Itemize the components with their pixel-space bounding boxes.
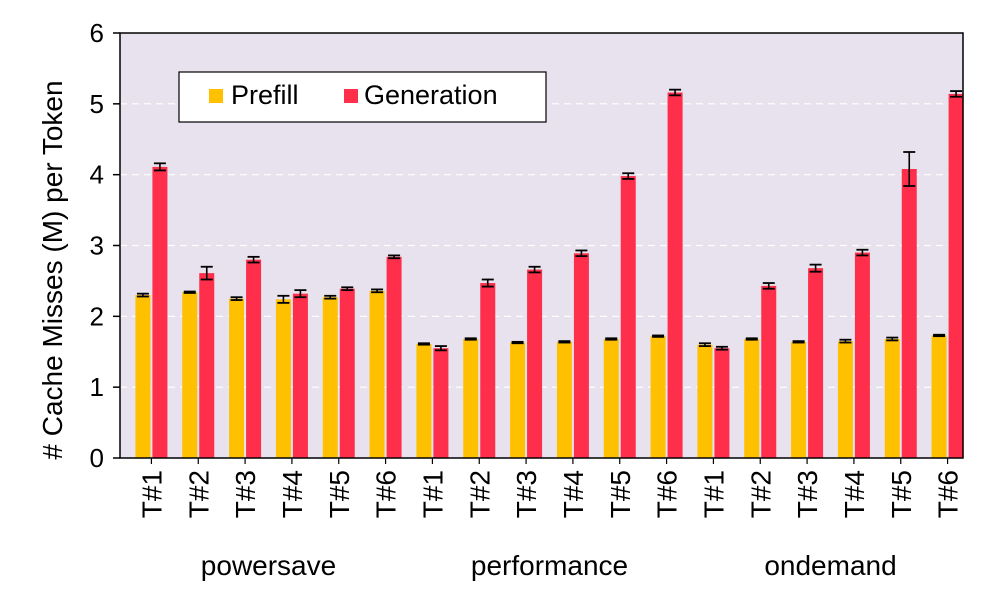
x-tick-label: T#5: [886, 470, 917, 518]
bar-prefill: [650, 336, 666, 458]
bar-generation: [339, 288, 355, 458]
bar-prefill: [510, 342, 526, 458]
bar-generation: [480, 283, 496, 458]
bar-generation: [246, 259, 262, 458]
bar-prefill: [182, 292, 198, 458]
x-tick-label: T#4: [558, 470, 589, 518]
x-tick-label: T#3: [511, 470, 542, 518]
legend-swatch-generation: [344, 89, 358, 103]
bar-generation: [714, 348, 730, 458]
x-tick-label: T#5: [605, 470, 636, 518]
bar-prefill: [884, 339, 900, 458]
y-tick-label: 6: [90, 18, 104, 48]
x-tick-label: T#3: [230, 470, 261, 518]
group-label-performance: performance: [471, 550, 628, 581]
legend-label-generation: Generation: [364, 80, 498, 110]
group-label-powersave: powersave: [201, 550, 336, 581]
x-tick-label: T#2: [464, 470, 495, 518]
y-axis: 0 1 2 3 4 5 6: [90, 18, 120, 473]
bar-generation: [761, 285, 777, 458]
bar-prefill: [603, 339, 619, 458]
bar-prefill: [229, 298, 245, 458]
y-tick-label: 2: [90, 301, 104, 331]
bar-generation: [620, 176, 636, 459]
bar-prefill: [463, 339, 479, 458]
bar-generation: [901, 169, 917, 458]
x-tick-label: T#1: [698, 470, 729, 518]
bar-prefill: [275, 299, 291, 458]
x-tick-label: T#4: [277, 470, 308, 518]
x-tick-label: T#6: [371, 470, 402, 518]
bar-prefill: [416, 343, 432, 458]
x-tick-label: T#3: [792, 470, 823, 518]
bar-generation: [527, 269, 543, 458]
x-tick-label: T#6: [933, 470, 964, 518]
error-bars: [136, 88, 963, 352]
bar-prefill: [322, 297, 338, 458]
bar-prefill: [697, 344, 713, 458]
bar-prefill: [837, 341, 853, 458]
x-tick-label: T#2: [183, 470, 214, 518]
y-tick-label: 1: [90, 372, 104, 402]
y-tick-label: 0: [90, 443, 104, 473]
bar-prefill: [135, 295, 151, 458]
y-tick-label: 5: [90, 89, 104, 119]
x-tick-label: T#1: [136, 470, 167, 518]
bar-prefill: [931, 335, 947, 458]
bar-generation: [948, 93, 964, 459]
bar-prefill: [791, 341, 807, 458]
legend-swatch-prefill: [209, 89, 223, 103]
group-label-ondemand: ondemand: [764, 550, 896, 581]
x-tick-label: T#5: [324, 470, 355, 518]
bar-generation: [152, 166, 168, 458]
x-tick-label: T#6: [652, 470, 683, 518]
bar-generation: [433, 348, 449, 458]
bar-generation: [199, 273, 215, 458]
bar-generation: [667, 92, 683, 458]
bar-prefill: [556, 341, 572, 458]
x-tick-label: T#4: [839, 470, 870, 518]
bar-generation: [292, 293, 308, 458]
x-tick-label: T#1: [417, 470, 448, 518]
bar-generation: [854, 252, 870, 458]
legend-label-prefill: Prefill: [231, 80, 299, 110]
bar-prefill: [369, 290, 385, 458]
y-axis-label: # Cache Misses (M) per Token: [37, 80, 68, 459]
legend: Prefill Generation: [178, 71, 547, 123]
x-tick-label: T#2: [745, 470, 776, 518]
x-axis: T#1 T#2 T#3 T#4 T#5 T#6 T#1 T#2 T#3 T#4 T#5 T#6 T#1 T…: [136, 458, 964, 581]
bars: [135, 92, 964, 459]
bar-generation: [386, 256, 402, 458]
bar-prefill: [744, 339, 760, 458]
bar-generation: [573, 253, 589, 458]
bar-generation: [808, 268, 824, 458]
legend-box: [178, 71, 547, 123]
y-tick-label: 3: [90, 231, 104, 261]
y-tick-label: 4: [90, 160, 104, 190]
